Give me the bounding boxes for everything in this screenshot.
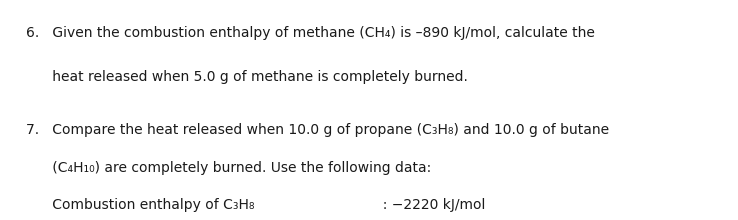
Text: (C₄H₁₀) are completely burned. Use the following data:: (C₄H₁₀) are completely burned. Use the f… — [26, 161, 431, 175]
Text: heat released when 5.0 g of methane is completely burned.: heat released when 5.0 g of methane is c… — [26, 70, 468, 84]
Text: 6.   Given the combustion enthalpy of methane (CH₄) is –890 kJ/mol, calculate th: 6. Given the combustion enthalpy of meth… — [26, 26, 595, 40]
Text: Combustion enthalpy of C₃H₈: Combustion enthalpy of C₃H₈ — [26, 198, 255, 212]
Text: : −2220 kJ/mol: : −2220 kJ/mol — [339, 198, 486, 212]
Text: 7.   Compare the heat released when 10.0 g of propane (C₃H₈) and 10.0 g of butan: 7. Compare the heat released when 10.0 g… — [26, 123, 609, 137]
